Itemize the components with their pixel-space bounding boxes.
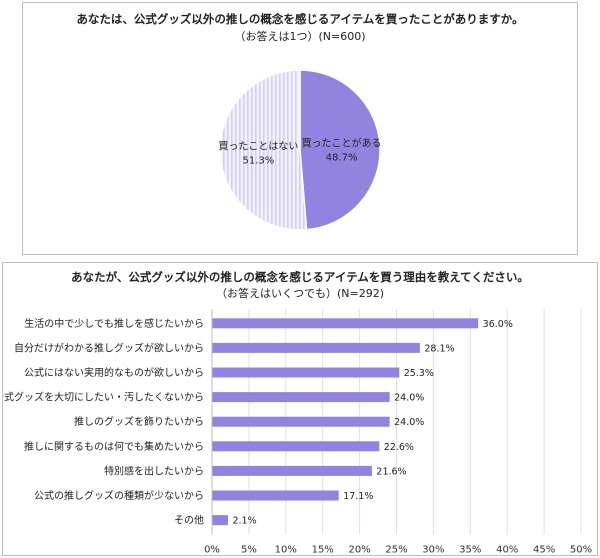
bar-category-label: 推しに関するものは何でも集めたいから bbox=[24, 440, 204, 453]
bar-category-label: 特別感を出したいから bbox=[104, 464, 204, 477]
x-tick-label: 5% bbox=[241, 544, 257, 555]
pie-chart-panel: あなたは、公式グッズ以外の推しの概念を感じるアイテムを買ったことがありますか。 … bbox=[22, 2, 578, 255]
bar-category-label: 推しのグッズを飾りたいから bbox=[74, 415, 204, 428]
x-tick-label: 50% bbox=[570, 544, 592, 555]
bar bbox=[212, 441, 380, 452]
bar bbox=[212, 318, 479, 329]
bar-value-label: 21.6% bbox=[376, 466, 406, 477]
x-tick-label: 20% bbox=[348, 544, 370, 555]
bar-category-label: 公式にはない実用的なものが欲しいから bbox=[24, 366, 204, 379]
bar-value-label: 24.0% bbox=[394, 393, 424, 404]
bar-category-label: 公式の推しグッズの種類が少ないから bbox=[34, 489, 204, 502]
pie-slice-label-1: 買ったことがある bbox=[302, 136, 382, 149]
bar-value-label: 25.3% bbox=[404, 368, 434, 379]
bar-value-label: 24.0% bbox=[394, 417, 424, 428]
bar-category-label: その他 bbox=[174, 514, 204, 527]
x-tick-label: 30% bbox=[422, 544, 444, 555]
x-tick-label: 45% bbox=[533, 544, 555, 555]
bar-value-label: 2.1% bbox=[232, 516, 256, 527]
pie-chart-subtitle: （お答えは1つ）(N=600) bbox=[234, 30, 366, 43]
pie-slice-label-2: 買ったことはない bbox=[218, 141, 298, 153]
x-tick-label: 0% bbox=[204, 544, 220, 555]
x-tick-label: 15% bbox=[312, 544, 334, 555]
bar-chart-title: あなたが、公式グッズ以外の推しの概念を感じるアイテムを買う理由を教えてください。 bbox=[71, 270, 529, 284]
x-tick-label: 35% bbox=[459, 544, 481, 555]
bar-value-label: 17.1% bbox=[343, 491, 373, 502]
bar-chart-subtitle: （お答えはいくつでも）(N=292) bbox=[215, 287, 385, 300]
bar-category-label: 自分だけがわかる推しグッズが欲しいから bbox=[14, 341, 204, 354]
bar bbox=[212, 490, 339, 501]
bar-category-label: 生活の中で少しでも推しを感じたいから bbox=[24, 317, 204, 330]
bar-value-label: 22.6% bbox=[384, 442, 414, 453]
bar-category-label: 公式グッズを大切にしたい・汚したくないから bbox=[3, 391, 204, 404]
bar bbox=[212, 392, 390, 403]
x-tick-label: 25% bbox=[385, 544, 407, 555]
bar-chart-panel: あなたが、公式グッズ以外の推しの概念を感じるアイテムを買う理由を教えてください。… bbox=[2, 262, 598, 556]
x-tick-label: 40% bbox=[496, 544, 518, 555]
pie-slice-1 bbox=[299, 69, 381, 231]
x-tick-label: 10% bbox=[275, 544, 297, 555]
pie-slice-value-1: 48.7% bbox=[326, 152, 358, 163]
bar bbox=[212, 416, 390, 427]
bar-chart: 0% 5% 10% 15% 20% 25% 30% 35% 40% 45% 50% 生活の中で少しでも… bbox=[3, 309, 592, 555]
pie-chart-title: あなたは、公式グッズ以外の推しの概念を感じるアイテムを買ったことがありますか。 bbox=[76, 12, 524, 26]
bar bbox=[212, 465, 372, 476]
bar bbox=[212, 342, 420, 353]
pie-slice-value-2: 51.3% bbox=[243, 156, 275, 167]
bar bbox=[212, 515, 228, 526]
pie-chart: 買ったことがある 48.7% 買ったことはない 51.3% bbox=[218, 69, 382, 231]
bar-value-label: 28.1% bbox=[424, 343, 454, 354]
pie-slice-2 bbox=[219, 69, 308, 231]
bar-value-label: 36.0% bbox=[483, 319, 513, 330]
bar bbox=[212, 367, 400, 378]
